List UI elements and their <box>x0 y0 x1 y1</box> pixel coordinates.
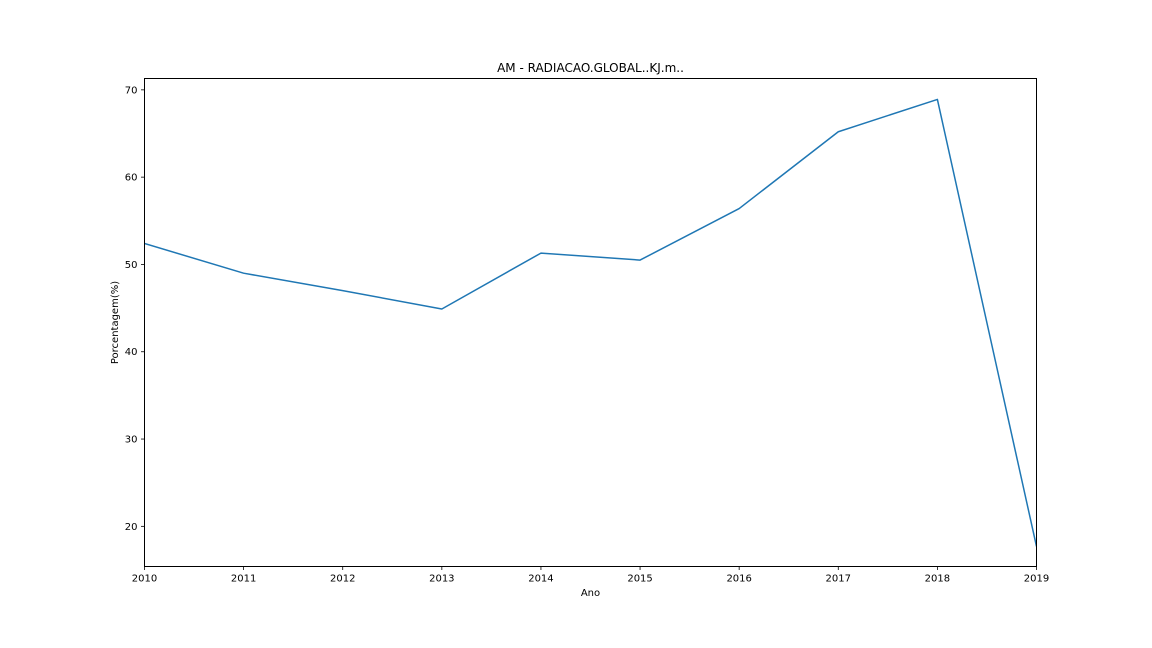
plot-area <box>144 98 1037 547</box>
chart-title: AM - RADIACAO.GLOBAL..KJ.m.. <box>497 61 684 75</box>
x-tick-label: 2015 <box>627 574 652 585</box>
x-tick-label: 2016 <box>726 574 751 585</box>
plot-frame <box>144 78 1037 567</box>
x-tick-label: 2012 <box>330 574 355 585</box>
y-tick-label: 40 <box>125 347 138 358</box>
y-tick-label: 20 <box>125 522 138 533</box>
y-tick-label: 70 <box>125 85 138 96</box>
x-tick-label: 2010 <box>132 574 157 585</box>
x-tick-label: 2014 <box>528 574 553 585</box>
x-tick-label: 2018 <box>925 574 950 585</box>
x-tick-label: 2017 <box>826 574 851 585</box>
axis-ticks: 2010 2011 2012 2013 2014 2015 2016 2017 2018 2019… <box>125 85 1049 584</box>
x-tick-label: 2019 <box>1024 574 1049 585</box>
x-axis-label: Ano <box>581 588 600 599</box>
y-axis-label: Porcentagem(%) <box>110 281 121 364</box>
x-tick-label: 2013 <box>429 574 454 585</box>
y-tick-label: 30 <box>125 435 138 446</box>
y-tick-label: 50 <box>125 260 138 271</box>
series-line-0 <box>144 98 1037 547</box>
y-tick-label: 60 <box>125 173 138 184</box>
x-tick-label: 2011 <box>231 574 256 585</box>
